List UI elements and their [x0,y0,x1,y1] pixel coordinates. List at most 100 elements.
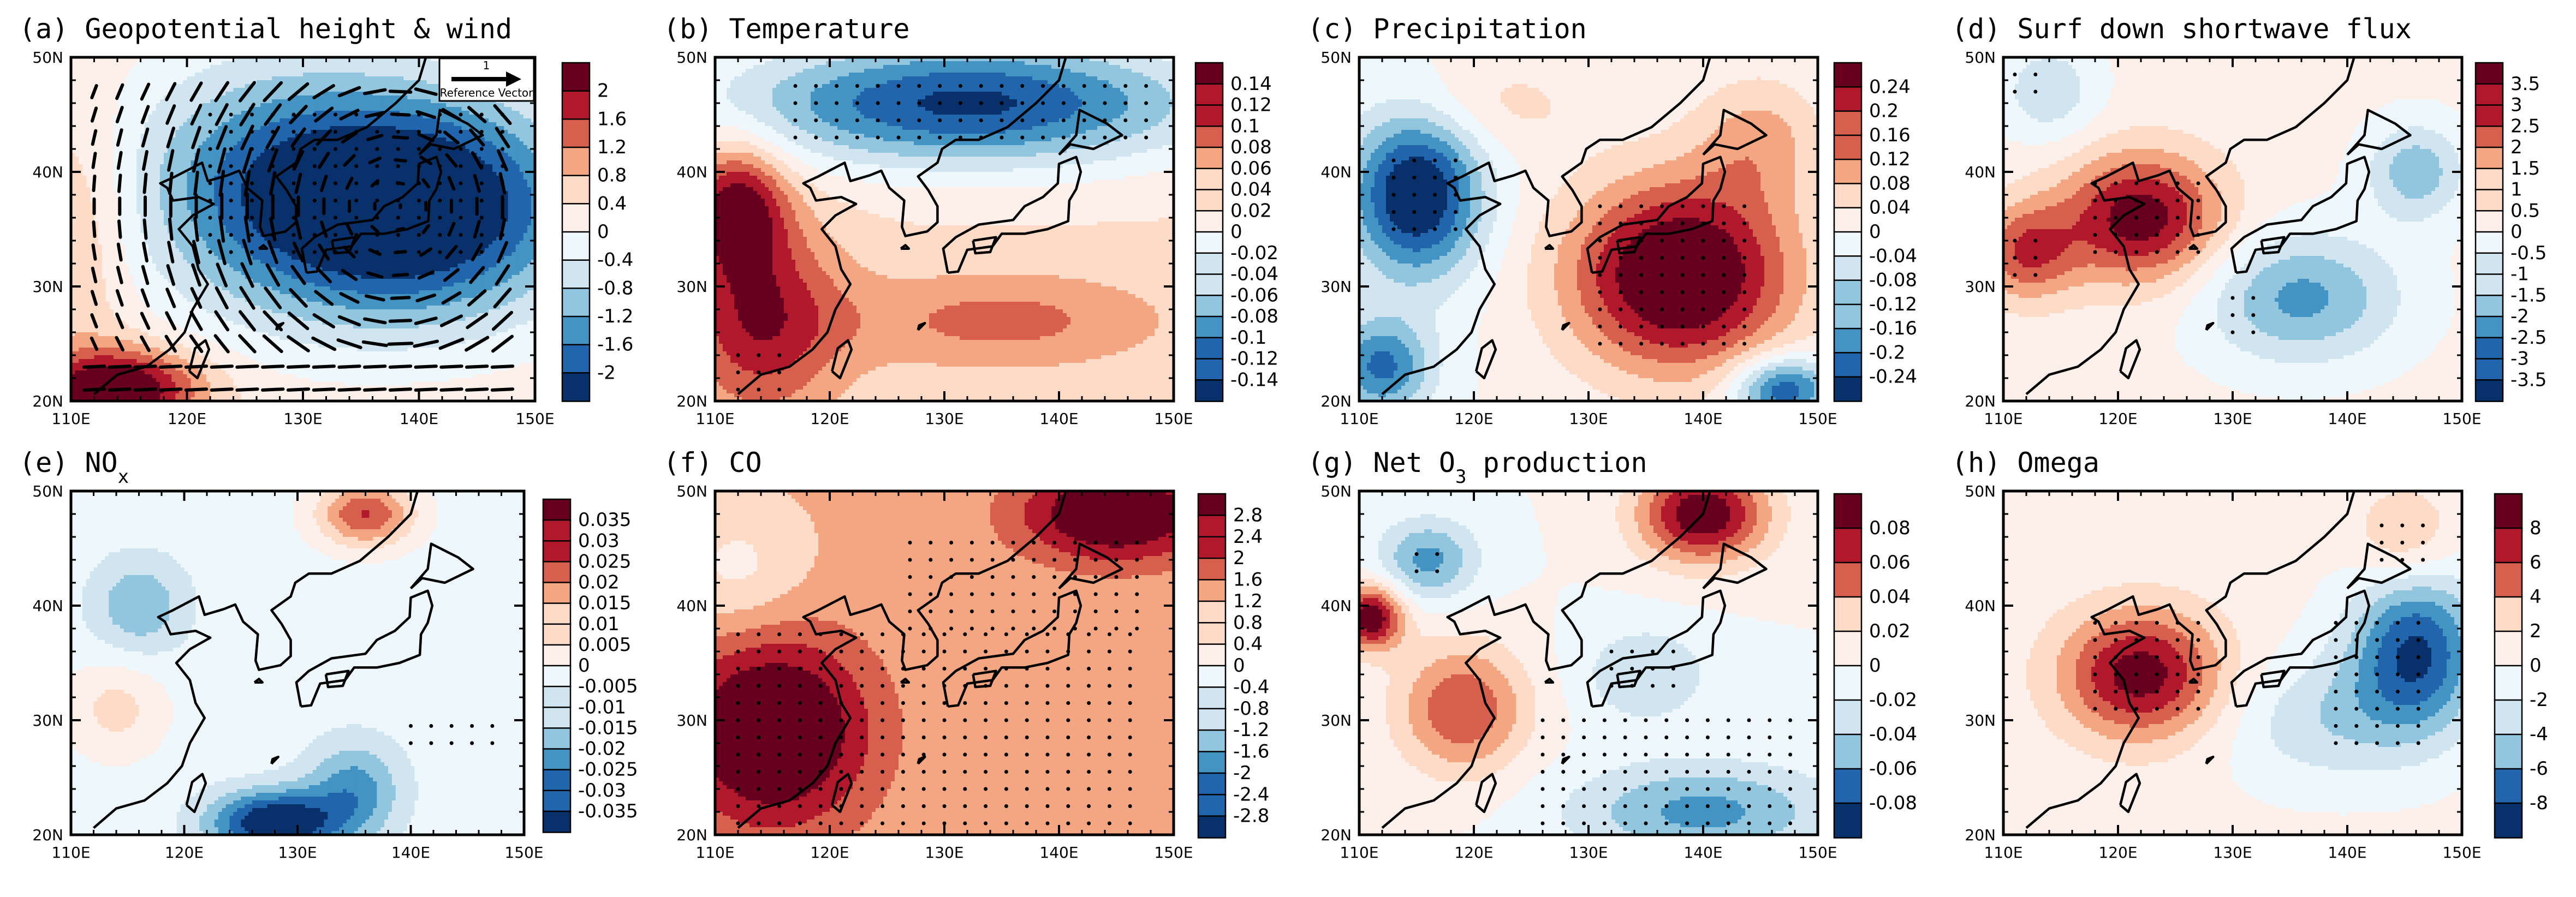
colorbar-level-label: -0.4 [1233,676,1269,698]
colorbar-swatch [1834,494,1861,529]
colorbar-swatch [543,770,570,791]
x-tick-label: 120E [810,844,849,862]
x-tick-label: 150E [1798,844,1837,862]
colorbar-swatch [1834,328,1861,353]
colorbar-swatch [562,260,590,289]
y-tick-label: 40N [676,597,707,615]
colorbar-swatch [543,645,570,666]
colorbar-swatch [562,91,590,119]
colorbar-level-label: -0.03 [578,780,626,802]
colorbar-swatch [543,499,570,521]
x-tick-label: 120E [168,410,206,428]
colorbar-level-label: 0.04 [1869,197,1911,219]
y-tick-label: 30N [676,278,707,296]
colorbar-swatch [1195,63,1223,84]
y-tick-label: 40N [1965,163,1996,181]
colorbar-level-label: 0.06 [1869,552,1911,573]
colorbar-swatch [1198,752,1225,774]
colorbar-level-label: 0.1 [1230,115,1260,137]
field-e [71,491,525,835]
x-tick-label: 110E [1984,844,2022,862]
colorbar-level-label: 0.025 [578,551,631,572]
y-tick-label: 50N [1965,49,1996,67]
colorbar-level-label: 1 [2510,179,2523,201]
colorbar-swatch [543,624,570,645]
y-tick-label: 30N [676,711,707,729]
x-tick-label: 120E [810,410,849,428]
colorbar-swatch [2476,84,2503,105]
colorbar-level-label: -0.015 [578,717,638,739]
colorbar-swatch [1834,208,1861,232]
x-tick-label: 120E [2098,410,2137,428]
reference-vector-label: Reference Vector [440,86,534,99]
colorbar-level-label: -0.01 [578,696,626,718]
colorbar-swatch [2495,700,2522,735]
colorbar-level-label: 0.02 [1230,200,1272,222]
colorbar-swatch [1198,773,1225,795]
x-tick-label: 150E [1154,844,1193,862]
colorbar-swatch [2495,666,2522,701]
y-tick-label: 20N [1965,392,1996,410]
colorbar-g: 0.080.060.040.020-0.02-0.04-0.06-0.08 [1834,494,1917,838]
x-tick-label: 120E [1454,410,1493,428]
y-tick-label: 50N [1965,482,1996,500]
colorbar-swatch [1195,126,1223,147]
y-tick-label: 50N [676,482,707,500]
colorbar-level-label: 0.015 [578,593,631,614]
y-tick-label: 50N [32,49,63,67]
colorbar-swatch [562,345,590,373]
colorbar-level-label: -0.04 [1230,264,1278,285]
colorbar-level-label: -0.02 [1230,242,1278,264]
colorbar-swatch [543,811,570,833]
colorbar-level-label: 0.8 [597,165,627,187]
x-tick-label: 130E [1569,410,1608,428]
colorbar-swatch [2476,126,2503,147]
y-tick-label: 50N [32,482,63,500]
colorbar-swatch [1834,803,1861,838]
colorbar-swatch [1834,87,1861,111]
colorbar-swatch [2476,63,2503,84]
colorbar-level-label: -1.6 [597,334,633,356]
colorbar-level-label: -0.1 [1230,327,1266,349]
colorbar-swatch [1198,601,1225,623]
colorbar-level-label: 2 [2530,620,2542,642]
colorbar-level-label: -0.08 [1869,270,1917,291]
colorbar-level-label: 2 [2510,136,2523,158]
colorbar-swatch [2495,597,2522,632]
colorbar-level-label: 0.24 [1869,76,1911,98]
colorbar-swatch [543,749,570,770]
panel-title: (c) Precipitation [1307,13,1587,45]
colorbar-swatch [2495,769,2522,804]
colorbar-swatch [1834,280,1861,305]
colorbar-swatch [1198,558,1225,580]
colorbar-level-label: 2 [1233,547,1245,569]
colorbar-swatch [1195,380,1223,401]
x-tick-label: 140E [391,844,430,862]
colorbar-swatch [543,707,570,728]
colorbar-swatch [1834,159,1861,184]
colorbar-level-label: 2.8 [1233,504,1263,526]
x-tick-label: 150E [2442,410,2481,428]
panel-title: (d) Surf down shortwave flux [1952,13,2412,45]
colorbar-level-label: 1.6 [1233,569,1263,591]
y-tick-label: 40N [32,597,63,615]
colorbar-level-label: 0.04 [1230,179,1272,201]
colorbar-swatch [2495,563,2522,597]
x-tick-label: 140E [1039,844,1078,862]
field-c [1359,57,1818,402]
colorbar-level-label: 0.03 [578,530,620,552]
colorbar-swatch [2476,190,2503,211]
colorbar-level-label: -0.04 [1869,723,1917,745]
colorbar-swatch [1834,769,1861,804]
x-tick-label: 110E [1340,844,1378,862]
colorbar-level-label: 0.12 [1230,94,1272,116]
x-tick-label: 110E [51,410,90,428]
colorbar-swatch [1834,63,1861,87]
colorbar-level-label: 8 [2530,517,2542,539]
